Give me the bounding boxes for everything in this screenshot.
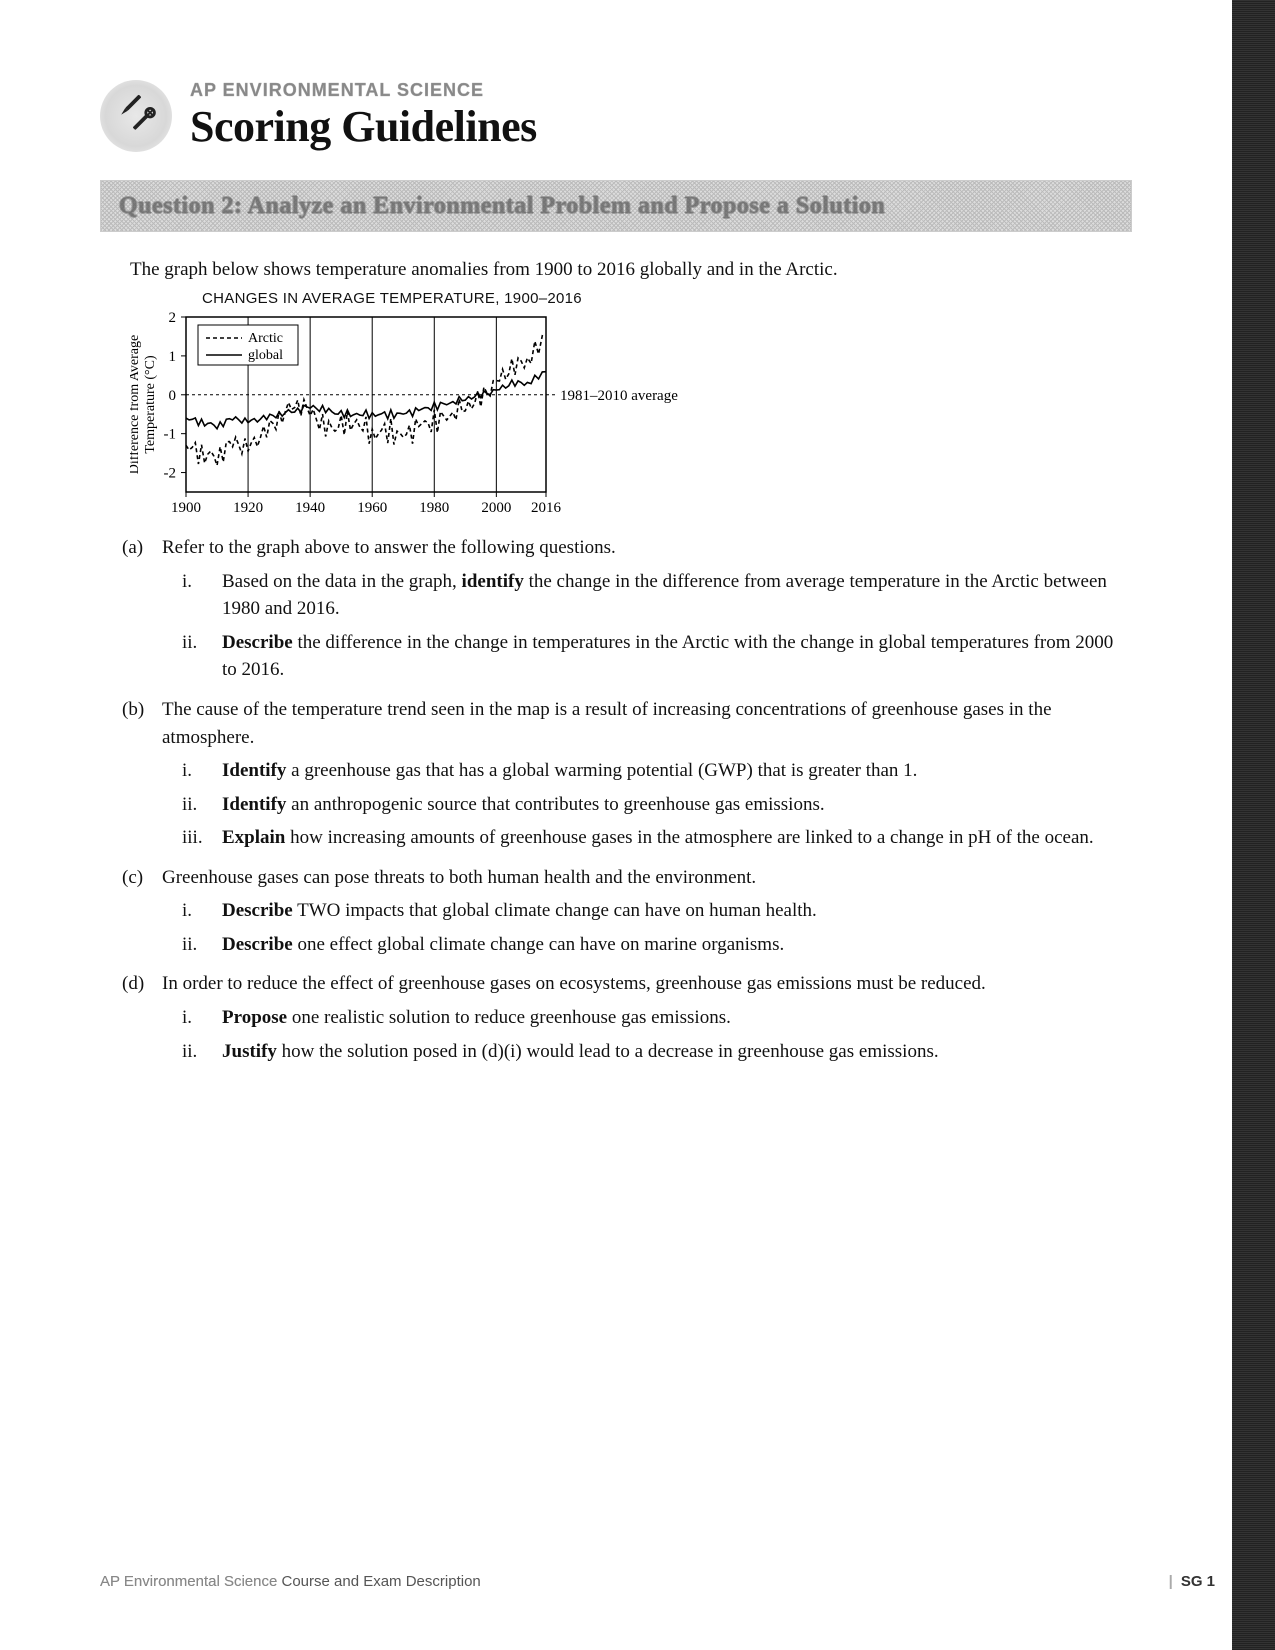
- subquestion-text: Identify an anthropogenic source that co…: [222, 791, 1132, 819]
- subquestion-text: Describe the difference in the change in…: [222, 629, 1132, 684]
- question-item: (d) In order to reduce the effect of gree…: [122, 970, 1132, 1071]
- subquestion-marker: ii.: [182, 629, 208, 684]
- subquestion-text: Identify a greenhouse gas that has a glo…: [222, 757, 1132, 785]
- svg-text:2: 2: [169, 311, 177, 326]
- question-item: (b) The cause of the temperature trend se…: [122, 696, 1132, 858]
- subquestion-item: i. Identify a greenhouse gas that has a g…: [182, 757, 1132, 785]
- svg-text:1: 1: [169, 349, 177, 365]
- subquestion-marker: i.: [182, 757, 208, 785]
- question-text: Refer to the graph above to answer the f…: [162, 534, 1132, 562]
- subquestion-text: Based on the data in the graph, identify…: [222, 568, 1132, 623]
- question-text: Greenhouse gases can pose threats to bot…: [162, 864, 1132, 892]
- svg-text:0: 0: [169, 388, 177, 404]
- subquestion-list: i. Describe TWO impacts that global clima…: [162, 897, 1132, 958]
- subquestion-text: Propose one realistic solution to reduce…: [222, 1004, 1132, 1032]
- svg-text:1981–2010 average: 1981–2010 average: [560, 388, 678, 404]
- temperature-chart: -2 -1 0 1 2 1900 1920 1940 1960 1980 2000 2016 Arcti…: [130, 311, 1132, 518]
- question-body: In order to reduce the effect of greenho…: [162, 970, 1132, 1071]
- question-text: The cause of the temperature trend seen …: [162, 696, 1132, 751]
- chart-title: CHANGES IN AVERAGE TEMPERATURE, 1900–201…: [202, 288, 1132, 310]
- question-list: (a) Refer to the graph above to answer th…: [104, 534, 1132, 1071]
- subquestion-marker: iii.: [182, 824, 208, 852]
- footer-series: AP Environmental Science: [100, 1573, 277, 1590]
- subquestion-item: i. Propose one realistic solution to redu…: [182, 1004, 1132, 1032]
- subquestion-marker: i.: [182, 1004, 208, 1032]
- subquestion-text: Describe TWO impacts that global climate…: [222, 897, 1132, 925]
- subquestion-item: i. Based on the data in the graph, identi…: [182, 568, 1132, 623]
- question-marker: (d): [122, 970, 148, 1071]
- svg-text:1940: 1940: [295, 500, 325, 516]
- footer-page: SG 1: [1181, 1573, 1215, 1590]
- subquestion-marker: ii.: [182, 1038, 208, 1066]
- footer-desc: Course and Exam Description: [277, 1573, 480, 1590]
- intro-text: The graph below shows temperature anomal…: [130, 256, 1132, 284]
- question-item: (a) Refer to the graph above to answer th…: [122, 534, 1132, 690]
- question-body: The cause of the temperature trend seen …: [162, 696, 1132, 858]
- svg-text:-2: -2: [164, 466, 177, 482]
- svg-text:-1: -1: [164, 427, 177, 443]
- subquestion-item: ii. Describe one effect global climate ch…: [182, 931, 1132, 959]
- subquestion-text: Explain how increasing amounts of greenh…: [222, 824, 1132, 852]
- header: AP ENVIRONMENTAL SCIENCE Scoring Guideli…: [100, 80, 1132, 152]
- body-content: The graph below shows temperature anomal…: [100, 256, 1132, 1071]
- question-item: (c) Greenhouse gases can pose threats to …: [122, 864, 1132, 965]
- question-banner-text: Question 2: Analyze an Environmental Pro…: [119, 193, 885, 220]
- subquestion-list: i. Propose one realistic solution to redu…: [162, 1004, 1132, 1065]
- question-banner: Question 2: Analyze an Environmental Pro…: [100, 180, 1132, 232]
- header-subtitle: AP ENVIRONMENTAL SCIENCE: [190, 80, 537, 101]
- subquestion-marker: i.: [182, 897, 208, 925]
- subquestion-item: ii. Justify how the solution posed in (d)…: [182, 1038, 1132, 1066]
- subquestion-list: i. Identify a greenhouse gas that has a g…: [162, 757, 1132, 852]
- subquestion-marker: i.: [182, 568, 208, 623]
- svg-text:1900: 1900: [171, 500, 201, 516]
- chart-block: CHANGES IN AVERAGE TEMPERATURE, 1900–201…: [130, 288, 1132, 519]
- question-marker: (a): [122, 534, 148, 690]
- svg-text:Arctic: Arctic: [248, 331, 283, 346]
- svg-text:2016: 2016: [531, 500, 562, 516]
- page-footer: AP Environmental Science Course and Exam…: [100, 1573, 1215, 1590]
- page-content: AP ENVIRONMENTAL SCIENCE Scoring Guideli…: [0, 0, 1232, 1650]
- question-text: In order to reduce the effect of greenho…: [162, 970, 1132, 998]
- svg-text:Difference from AverageTempera: Difference from AverageTemperature (°C): [130, 335, 158, 474]
- svg-text:global: global: [248, 348, 283, 363]
- question-body: Greenhouse gases can pose threats to bot…: [162, 864, 1132, 965]
- svg-text:1980: 1980: [419, 500, 449, 516]
- subquestion-marker: ii.: [182, 931, 208, 959]
- subquestion-item: i. Describe TWO impacts that global clima…: [182, 897, 1132, 925]
- scan-edge: [1232, 0, 1275, 1650]
- tools-icon: [100, 80, 172, 152]
- svg-text:1960: 1960: [357, 500, 387, 516]
- question-marker: (b): [122, 696, 148, 858]
- subquestion-item: ii. Identify an anthropogenic source that…: [182, 791, 1132, 819]
- subquestion-list: i. Based on the data in the graph, identi…: [162, 568, 1132, 684]
- svg-text:1920: 1920: [233, 500, 263, 516]
- header-title: Scoring Guidelines: [190, 101, 537, 152]
- subquestion-item: ii. Describe the difference in the change…: [182, 629, 1132, 684]
- subquestion-marker: ii.: [182, 791, 208, 819]
- question-marker: (c): [122, 864, 148, 965]
- subquestion-text: Justify how the solution posed in (d)(i)…: [222, 1038, 1132, 1066]
- subquestion-text: Describe one effect global climate chang…: [222, 931, 1132, 959]
- svg-text:2000: 2000: [481, 500, 511, 516]
- subquestion-item: iii. Explain how increasing amounts of gr…: [182, 824, 1132, 852]
- question-body: Refer to the graph above to answer the f…: [162, 534, 1132, 690]
